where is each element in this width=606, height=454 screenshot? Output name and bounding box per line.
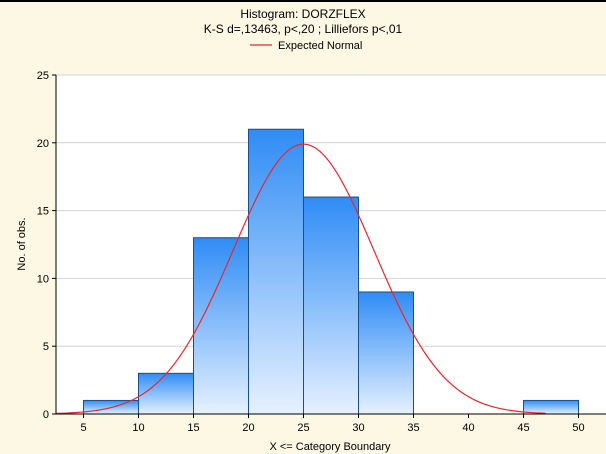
x-tick-label: 50	[572, 422, 584, 434]
y-tick-label: 0	[43, 409, 49, 421]
x-tick-label: 45	[517, 422, 529, 434]
histogram-bar	[523, 399, 579, 415]
histogram-bar	[303, 196, 359, 415]
y-tick-label: 20	[37, 138, 49, 150]
x-tick-label: 20	[242, 422, 254, 434]
bars	[83, 128, 579, 415]
chart-title: Histogram: DORZFLEX	[240, 7, 365, 21]
legend-label-expected-normal: Expected Normal	[278, 40, 362, 52]
y-tick-label: 10	[37, 273, 49, 285]
y-axis-label: No. of obs.	[16, 217, 28, 270]
x-tick-label: 30	[352, 422, 364, 434]
histogram-bar	[138, 372, 194, 415]
x-axis-label: X <= Category Boundary	[269, 441, 391, 453]
x-tick-label: 15	[187, 422, 199, 434]
x-tick-label: 25	[297, 422, 309, 434]
x-tick-label: 5	[80, 422, 86, 434]
x-tick-label: 10	[132, 422, 144, 434]
histogram-bar	[358, 291, 414, 415]
x-tick-label: 35	[407, 422, 419, 434]
y-tick-label: 5	[43, 341, 49, 353]
y-tick-label: 15	[37, 206, 49, 218]
legend: Expected Normal	[250, 40, 362, 52]
chart-subtitle: K-S d=,13463, p<,20 ; Lilliefors p<,01	[204, 22, 403, 36]
y-tick-label: 25	[37, 70, 49, 82]
tick-labels: 0 5 10 15 20 25 5 10 15 20 25 30 35 40 45 50	[37, 70, 585, 434]
expected-normal-curve	[55, 143, 546, 415]
histogram-bar	[248, 128, 304, 415]
x-tick-label: 40	[462, 422, 474, 434]
axes	[55, 75, 606, 415]
histogram-bar	[193, 237, 249, 415]
